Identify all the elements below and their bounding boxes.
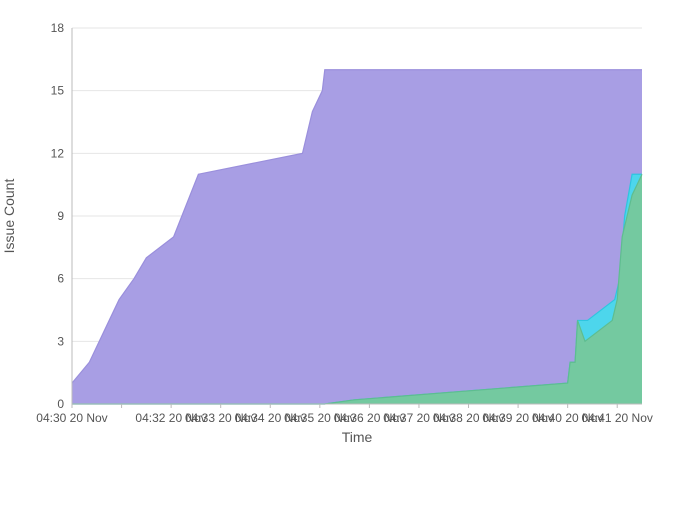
y-tick-label: 6	[57, 272, 64, 286]
x-tick-label: 04:33 20 Nov	[185, 411, 256, 425]
x-tick-label: 04:40 20 Nov	[532, 411, 603, 425]
x-tick-label: 04:34 20 Nov	[235, 411, 306, 425]
y-axis-title: Issue Count	[1, 179, 17, 254]
y-tick-label: 0	[57, 397, 64, 411]
area-series-group	[71, 69, 643, 405]
area-series-3-line	[72, 173, 643, 405]
y-tick-label: 18	[51, 21, 65, 35]
y-tick-label: 12	[51, 146, 65, 160]
y-tick-label: 9	[57, 209, 64, 223]
x-tick-label: 04:37 20 Nov	[383, 411, 454, 425]
axes	[71, 28, 642, 405]
x-tick-label: 04:35 20 Nov	[284, 411, 355, 425]
x-tick-label: 04:36 20 Nov	[334, 411, 405, 425]
x-tick-label: 04:38 20 Nov	[433, 411, 504, 425]
x-axis-title: Time	[342, 429, 373, 445]
x-tick-label: 04:32 20 Nov	[135, 411, 206, 425]
y-tick-label: 15	[51, 84, 65, 98]
area-series-1-line	[71, 69, 642, 384]
x-tick-label: 04:41 20 Nov	[582, 411, 653, 425]
y-tick-labels: 0 3 6 9 12 15 18	[51, 21, 65, 411]
area-series-1	[72, 69, 642, 405]
area-series-3	[72, 174, 642, 404]
x-tick-label: 04:30 20 Nov	[36, 411, 107, 425]
y-tick-label: 3	[57, 334, 64, 348]
x-tick-label: 04:39 20 Nov	[482, 411, 553, 425]
